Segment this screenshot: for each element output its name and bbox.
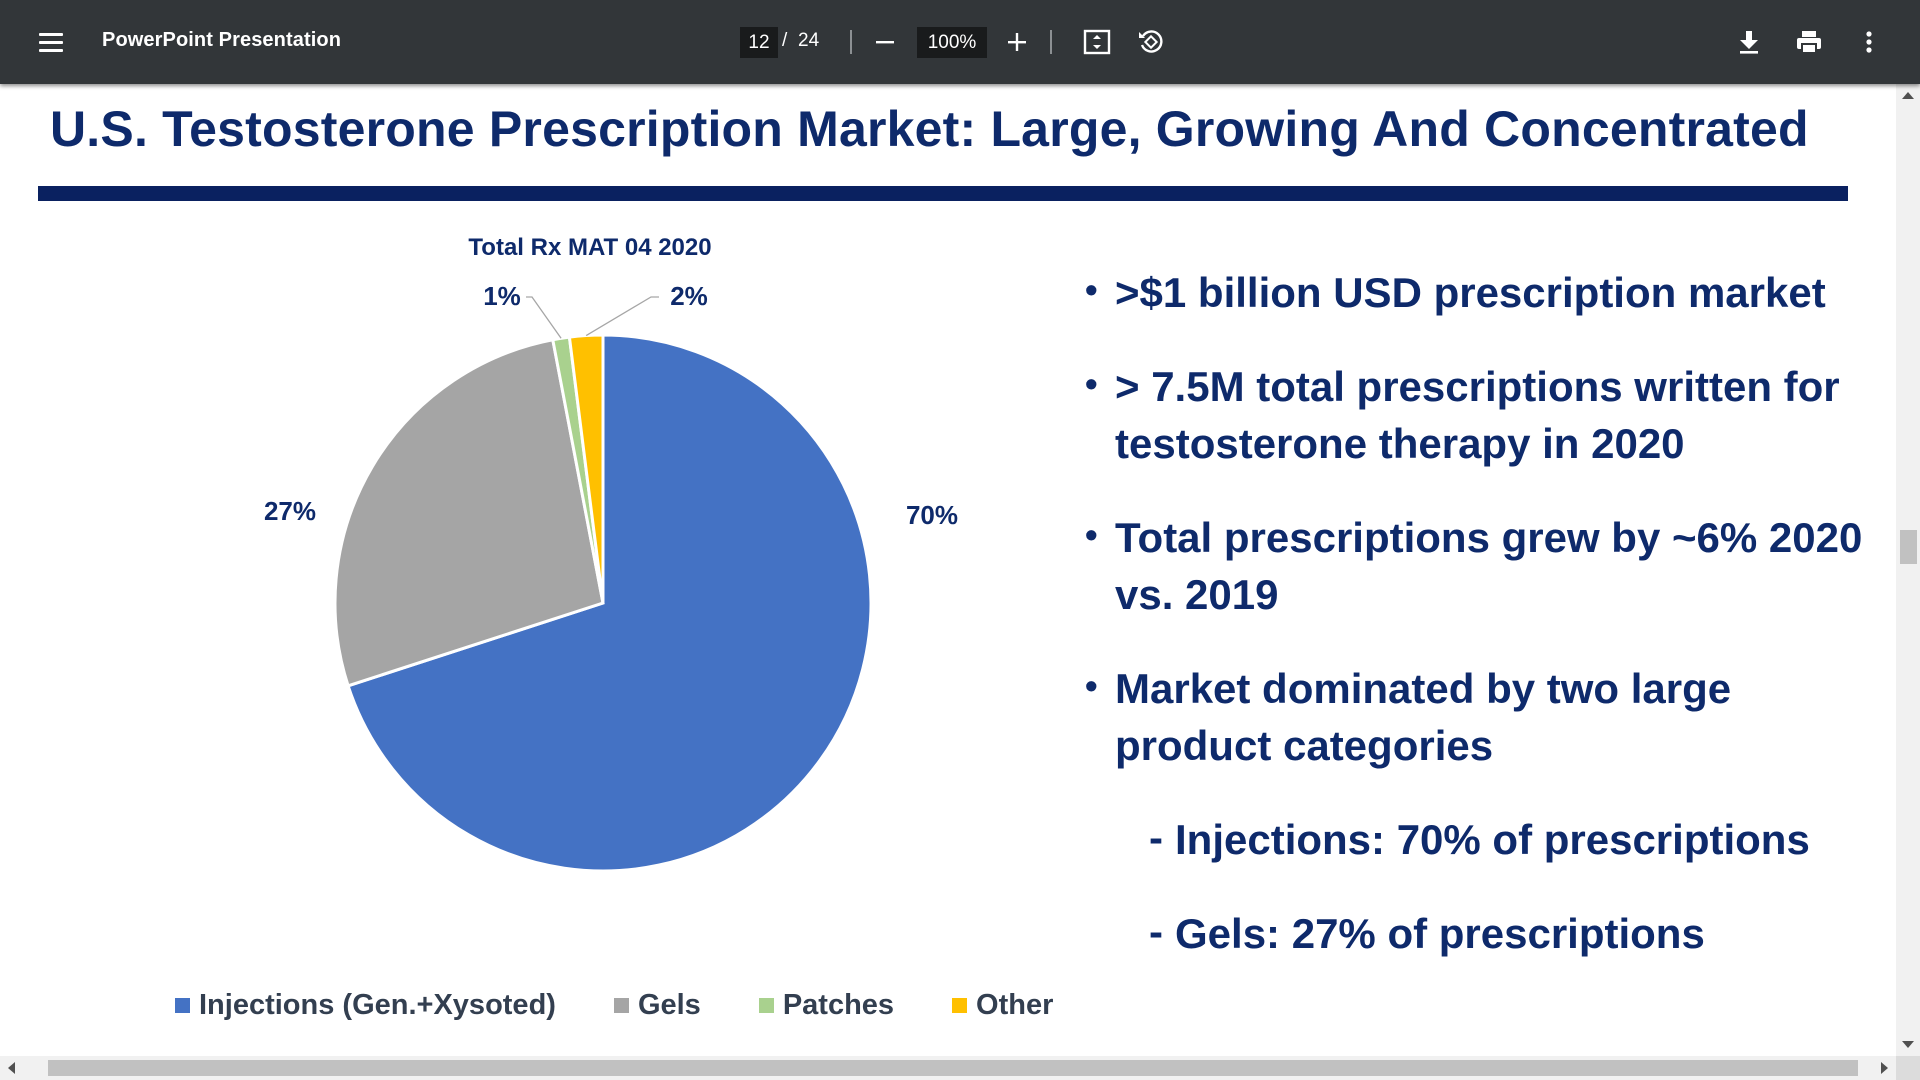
sub-bullet-item: Gels: 27% of prescriptions: [1145, 903, 1865, 962]
fit-to-page-icon: [1083, 29, 1111, 55]
scroll-right-arrow-icon[interactable]: [1881, 1062, 1888, 1074]
leader-line: [585, 296, 659, 337]
download-icon: [1740, 31, 1758, 54]
chart-title: Total Rx MAT 04 2020: [468, 234, 712, 261]
legend-swatch: [952, 998, 968, 1013]
legend-item: Other: [952, 989, 1053, 1022]
bullet-item: Market dominated by two large product ca…: [1085, 657, 1865, 774]
zoom-in-button[interactable]: [998, 24, 1036, 60]
legend-label: Gels: [637, 989, 701, 1021]
horizontal-scroll-thumb[interactable]: [48, 1060, 1858, 1076]
data-label-gels: 27%: [264, 496, 316, 526]
sub-bullet-item: Injections: 70% of prescriptions: [1145, 809, 1865, 868]
scrollbar-corner: [1896, 1056, 1920, 1080]
slide-viewport: U.S. Testosterone Prescription Market: L…: [0, 84, 1896, 1056]
total-pages: 24: [798, 30, 820, 51]
more-vert-icon: [1866, 31, 1872, 53]
pie-chart: 70% 27% 1% 2%: [264, 281, 958, 873]
rotate-button[interactable]: [1132, 24, 1170, 60]
pie-slice-injections: [346, 333, 873, 873]
zoom-level-input[interactable]: 100%: [917, 27, 987, 58]
title-rule: [38, 186, 1848, 201]
bullet-item: Total prescriptions grew by ~6% 2020 vs.…: [1085, 506, 1865, 623]
chart-legend: Injections (Gen.+Xysoted) Gels Patches Othe…: [175, 989, 1111, 1022]
data-label-other: 2%: [670, 281, 708, 311]
download-button[interactable]: [1730, 24, 1768, 60]
data-label-patches: 1%: [483, 281, 521, 311]
legend-swatch: [175, 998, 190, 1013]
legend-item: Patches: [758, 989, 895, 1022]
legend-label: Other: [976, 989, 1054, 1021]
toolbar-divider: [850, 30, 852, 54]
scroll-up-arrow-icon[interactable]: [1902, 92, 1914, 99]
pdf-toolbar: PowerPoint Presentation 12 / 24 100%: [0, 0, 1920, 84]
bullet-item: > 7.5M total prescriptions written for t…: [1085, 355, 1865, 472]
scroll-left-arrow-icon[interactable]: [8, 1062, 15, 1074]
bullet-item: >$1 billion USD prescription market: [1085, 261, 1865, 321]
bullet-list: >$1 billion USD prescription market > 7.5…: [1085, 261, 1865, 999]
legend-label: Patches: [782, 989, 895, 1021]
hamburger-menu-icon[interactable]: [30, 24, 72, 60]
legend-swatch: [758, 998, 774, 1013]
scroll-down-arrow-icon[interactable]: [1902, 1041, 1914, 1048]
toolbar-divider: [1050, 30, 1052, 54]
page-separator: /: [782, 30, 788, 51]
print-button[interactable]: [1790, 24, 1828, 60]
plus-icon: [1008, 33, 1026, 51]
legend-item: Gels: [613, 989, 701, 1022]
slide-title: U.S. Testosterone Prescription Market: L…: [50, 101, 1809, 157]
zoom-out-button[interactable]: [866, 24, 904, 60]
horizontal-scrollbar[interactable]: [0, 1056, 1896, 1080]
leader-line: [526, 296, 562, 339]
document-title: PowerPoint Presentation: [102, 29, 342, 51]
fit-to-page-button[interactable]: [1078, 24, 1116, 60]
vertical-scrollbar[interactable]: [1896, 84, 1920, 1056]
rotate-icon: [1139, 30, 1163, 53]
vertical-scroll-thumb[interactable]: [1900, 530, 1917, 564]
legend-swatch: [613, 998, 629, 1013]
pie-slice-gels: [333, 337, 605, 688]
more-options-button[interactable]: [1850, 24, 1888, 60]
legend-item: Injections (Gen.+Xysoted): [175, 989, 556, 1022]
legend-label: Injections (Gen.+Xysoted): [199, 989, 556, 1021]
data-label-injections: 70%: [906, 500, 958, 530]
print-icon: [1797, 31, 1821, 54]
minus-icon: [876, 41, 894, 44]
page-number-input[interactable]: 12: [740, 27, 778, 58]
